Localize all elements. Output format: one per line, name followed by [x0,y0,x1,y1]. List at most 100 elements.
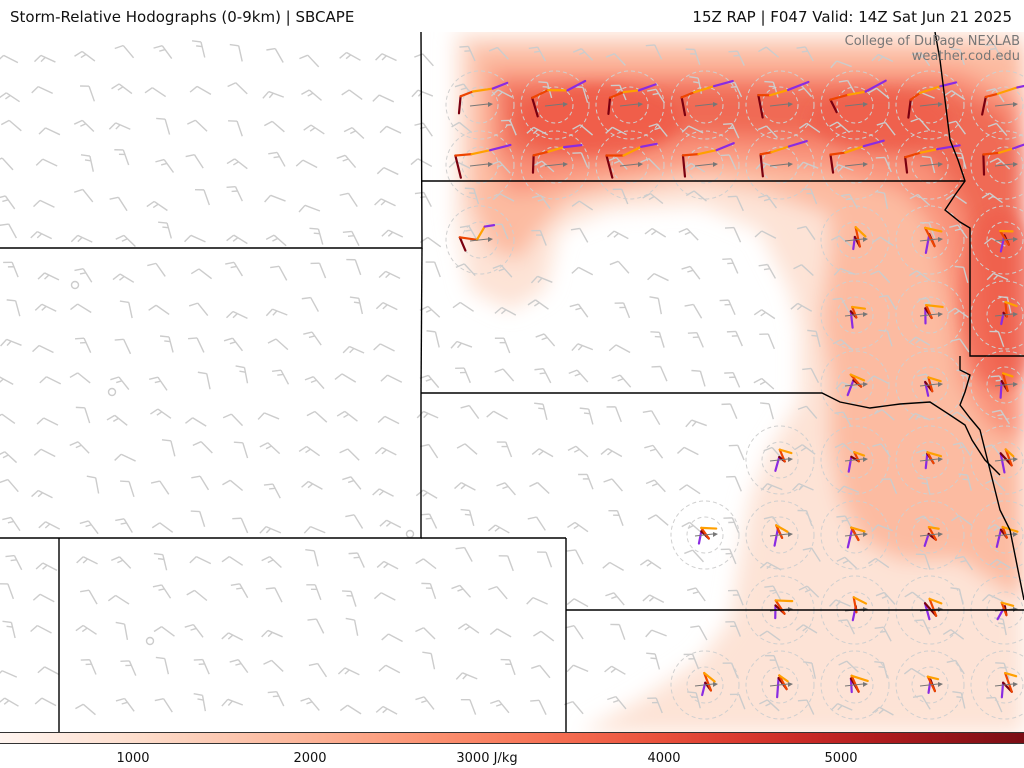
wind-barb-icon [151,522,174,533]
wind-barb-icon [0,376,14,386]
wind-barb-icon [796,46,814,62]
wind-barb-icon [186,589,208,602]
wind-barb-icon [184,623,204,638]
wind-barb-icon [753,377,775,390]
wind-barb-icon [339,51,361,61]
wind-barb-icon [534,402,548,420]
wind-barb-icon [872,706,894,716]
wind-barb-icon [110,376,130,390]
wind-barb-icon [796,161,819,170]
wind-barb-icon [759,630,781,641]
wind-barb-icon [681,521,703,534]
hodograph-icon [844,674,869,694]
hodograph-icon [769,448,793,472]
wind-barb-icon [39,376,62,385]
map-panel[interactable] [0,32,1024,733]
wind-barb-icon [571,343,594,351]
wind-barb-icon [156,117,171,135]
wind-barb-icon [460,404,480,419]
wind-barb-icon [75,624,97,635]
wind-barb-icon [263,120,285,133]
wind-barb-icon [533,160,555,173]
wind-barb-icon [227,82,248,95]
wind-barb-icon [190,510,206,527]
wind-barb-icon [155,656,170,675]
wind-barb-icon [426,330,440,348]
wind-barb-icon [230,583,249,599]
wind-barb-icon [257,412,280,420]
wind-barb-icon [838,619,856,635]
wind-barb-icon [754,230,777,239]
wind-barb-icon [265,587,283,603]
wind-barb-icon [642,192,664,205]
wind-barb-icon [489,628,512,638]
wind-barb-icon [425,261,441,278]
wind-barb-icon [33,54,56,63]
wind-barb-icon [31,489,53,499]
credit-line-1: College of DuPage NEXLAB [844,34,1020,49]
wind-barb-icon [608,510,624,526]
wind-barb-icon [530,699,547,716]
wind-barb-icon [645,44,663,60]
wind-barb-icon [419,305,441,318]
wind-barb-icon [642,410,661,426]
wind-barb-icon [530,275,553,284]
wind-barb-icon [37,666,60,675]
wind-barb-icon [759,699,780,712]
wind-barb-icon [726,475,742,492]
wind-barb-icon [568,369,589,383]
wind-barb-icon [375,705,398,715]
boundary-montana-wyoming [0,32,423,249]
wind-barb-icon [915,553,931,570]
wind-barb-icon [191,475,210,491]
wind-barb-icon [0,92,20,103]
hodograph-range-rings [820,650,890,720]
cape-max-east [810,90,950,150]
wind-barb-icon [646,652,661,670]
wind-barb-icon [603,478,623,492]
wind-barb-icon [531,664,551,679]
wind-barb-icon [496,482,516,496]
wind-barb-icon [726,330,743,347]
wind-barb-icon [191,40,206,58]
wind-barb-icon [415,696,435,710]
wind-barb-icon [605,126,627,136]
wind-barb-icon [153,626,175,637]
wind-barb-icon [600,448,623,458]
boundary-missouri-river [959,356,1024,601]
wind-barb-icon [265,234,287,247]
wind-barb-icon [223,337,244,352]
wind-barb-icon [349,296,364,315]
wind-barb-icon [464,187,480,205]
wind-barb-icon [492,193,515,202]
wind-barb-icon [5,554,23,571]
wind-barb-icon [719,299,736,316]
boundary-wyoming-colorado [0,393,422,539]
hodograph-range-rings [520,130,590,200]
wind-barb-icon [488,585,508,600]
hodograph-range-rings [745,70,815,140]
wind-barb-icon [259,442,281,455]
wind-barb-icon [611,374,632,388]
wind-barb-icon [454,83,474,98]
hodograph-range-rings [895,650,965,720]
wind-barb-icon [342,590,357,607]
wind-barb-icon [33,199,55,208]
wind-barb-icon [193,658,210,675]
wind-barb-icon [571,266,594,276]
wind-barb-icon [266,47,284,63]
wind-barb-icon [184,234,206,243]
wind-barb-icon [115,621,129,640]
wind-barb-icon [307,618,325,634]
hodograph-icon [605,142,658,179]
wind-barb-icon [381,229,404,238]
wind-barb-icon [488,524,510,534]
wind-barb-icon [188,337,205,353]
wind-barb-icon [795,624,818,634]
wind-barb-icon [226,158,248,170]
wind-barb-icon [261,629,283,638]
wind-barb-icon [378,270,401,279]
hodograph-range-rings [895,130,965,200]
hodograph-range-rings [820,205,890,275]
hodograph-icon [919,376,943,397]
